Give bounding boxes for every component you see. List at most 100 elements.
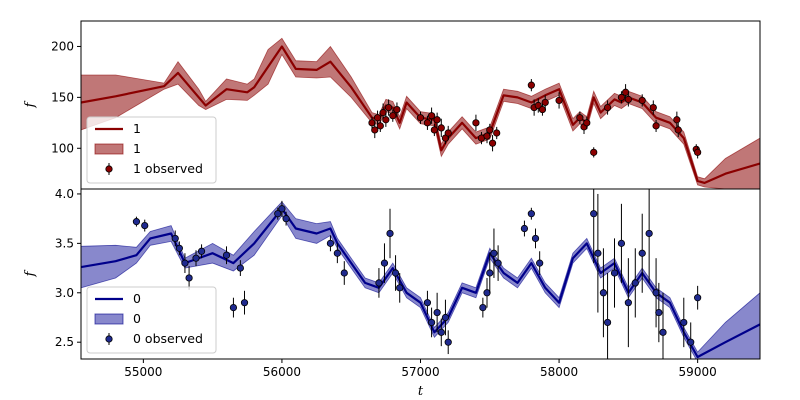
observed-point (590, 148, 598, 156)
x-tick-label: 57000 (401, 365, 439, 379)
observed-point (433, 116, 441, 124)
observed-point (236, 264, 244, 272)
observed-point (520, 224, 529, 233)
x-tick-label: 56000 (263, 365, 301, 379)
observed-point (373, 114, 382, 122)
observed-point (490, 249, 498, 257)
observed-point (181, 259, 189, 267)
observed-point (638, 249, 646, 257)
observed-point (687, 338, 695, 346)
observed-point (590, 210, 598, 218)
observed-point (389, 112, 397, 120)
observed-point (393, 105, 401, 114)
observed-point (603, 318, 612, 327)
observed-point (479, 304, 487, 312)
plot-area (81, 37, 760, 189)
observed-point (493, 129, 501, 137)
observed-point (483, 289, 491, 297)
observed-point (621, 88, 630, 96)
observed-point (483, 132, 491, 140)
observed-point (185, 274, 193, 282)
legend-point-swatch (105, 335, 113, 343)
observed-point (531, 234, 540, 243)
observed-point (617, 93, 626, 101)
observed-point (171, 234, 179, 243)
legend-band-swatch (94, 313, 124, 325)
observed-point (638, 96, 646, 105)
legend-box (86, 116, 217, 184)
observed-point (282, 215, 290, 223)
legend: 0 0 0 observed (86, 286, 217, 354)
observed-point (229, 304, 238, 312)
observed-point (599, 289, 608, 297)
observed-point (486, 269, 494, 277)
observed-point (472, 119, 480, 127)
plot-area (81, 189, 760, 359)
legend-label: 0 (133, 291, 141, 306)
legend-band-swatch (94, 143, 124, 155)
observed-point (385, 103, 393, 112)
observed-point (617, 239, 626, 247)
observed-point (240, 299, 249, 307)
observed-point (680, 318, 688, 327)
y-tick-label: 150 (51, 90, 74, 104)
observed-point (624, 299, 632, 307)
observed-point (652, 122, 660, 130)
observed-point (416, 114, 425, 122)
y-tick-label: 100 (51, 141, 74, 155)
observed-point (368, 119, 376, 127)
observed-point (673, 116, 681, 124)
legend-label: 0 observed (133, 331, 203, 346)
observed-point (379, 109, 387, 117)
x-tick-label: 58000 (540, 365, 578, 379)
observed-point (541, 98, 549, 107)
observed-point (132, 218, 141, 226)
observed-point (437, 124, 445, 132)
observed-point (536, 259, 544, 267)
observed-point (396, 284, 404, 292)
x-axis-label: t (418, 384, 424, 399)
observed-point (326, 239, 335, 247)
observed-point (576, 114, 584, 122)
observed-point (527, 210, 535, 218)
observed-point (375, 279, 383, 287)
y-tick-label: 3.0 (55, 286, 74, 300)
observed-point (610, 269, 619, 277)
legend-label: 1 (133, 141, 141, 156)
observed-point (659, 328, 667, 336)
observed-point (674, 126, 682, 134)
observed-point (274, 210, 282, 218)
legend-label: 1 observed (133, 161, 203, 176)
y-axis-label: f (23, 269, 38, 277)
observed-point (444, 338, 452, 346)
legend-label: 1 (133, 121, 141, 136)
observed-point (441, 313, 450, 322)
x-tick-label: 59000 (679, 365, 717, 379)
observed-point (278, 205, 286, 213)
x-tick-label: 55000 (124, 365, 162, 379)
legend-label: 0 (133, 311, 141, 326)
legend-box (86, 286, 217, 354)
observed-point (694, 294, 702, 302)
y-tick-label: 3.5 (55, 236, 74, 250)
observed-point (376, 122, 384, 130)
observed-point (652, 289, 660, 297)
observed-point (655, 308, 663, 317)
observed-point (594, 249, 602, 257)
observed-point (423, 299, 432, 307)
observed-point (380, 259, 389, 267)
observed-point (603, 103, 612, 112)
observed-point (141, 221, 149, 230)
observed-point (645, 229, 653, 238)
observed-point (430, 126, 438, 134)
observed-point (437, 328, 445, 336)
observed-point (583, 119, 591, 127)
bottom-panel: 2.5 3.0 3.5 4.0 f 55000 56000 57000 58000 59000 t 0… (23, 187, 761, 399)
observed-point (527, 81, 535, 89)
observed-point (192, 254, 200, 262)
observed-point (538, 105, 547, 114)
y-tick-label: 2.5 (55, 335, 74, 349)
y-tick-label: 200 (51, 39, 74, 53)
observed-point (427, 112, 436, 120)
observed-point (649, 103, 657, 112)
